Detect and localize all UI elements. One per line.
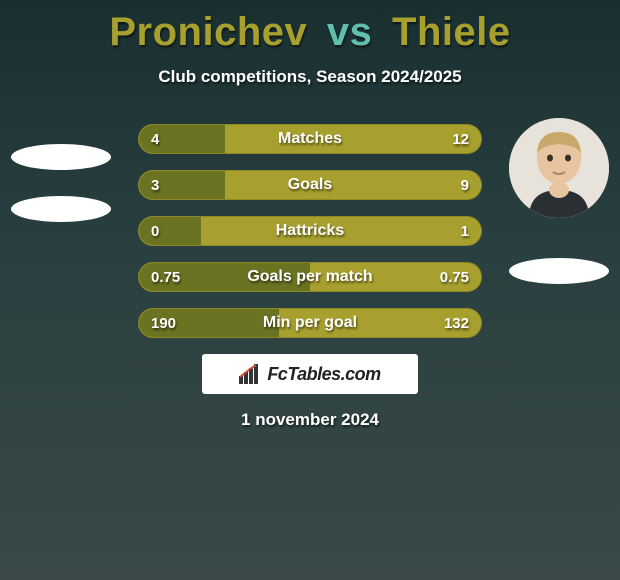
stat-value-right: 0.75 <box>440 263 469 291</box>
player1-flag <box>11 196 111 222</box>
player2-flag <box>509 258 609 284</box>
player1-avatar-placeholder <box>11 144 111 170</box>
stats-bars: 4Matches12 3Goals9 0Hattricks1 0.75Goals pe… <box>138 124 482 354</box>
person-icon <box>509 118 609 218</box>
player2-side <box>504 118 614 284</box>
vs-text: vs <box>327 10 373 54</box>
stat-row: 3Goals9 <box>138 170 482 200</box>
comparison-title: Pronichev vs Thiele <box>0 0 620 55</box>
player2-avatar <box>509 118 609 218</box>
stat-label: Goals <box>139 171 481 199</box>
player1-side <box>6 118 116 222</box>
stat-value-right: 9 <box>461 171 469 199</box>
stat-label: Min per goal <box>139 309 481 337</box>
stat-label: Hattricks <box>139 217 481 245</box>
stat-label: Goals per match <box>139 263 481 291</box>
player2-name: Thiele <box>392 10 511 54</box>
stat-row: 4Matches12 <box>138 124 482 154</box>
player1-name: Pronichev <box>109 10 307 54</box>
stat-value-right: 132 <box>444 309 469 337</box>
date-line: 1 november 2024 <box>0 410 620 430</box>
stat-row: 0Hattricks1 <box>138 216 482 246</box>
stat-row: 0.75Goals per match0.75 <box>138 262 482 292</box>
brand-badge: FcTables.com <box>202 354 418 394</box>
bar-chart-icon <box>239 364 263 384</box>
stat-value-right: 1 <box>461 217 469 245</box>
stat-value-right: 12 <box>452 125 469 153</box>
stat-label: Matches <box>139 125 481 153</box>
subtitle: Club competitions, Season 2024/2025 <box>0 67 620 87</box>
stat-row: 190Min per goal132 <box>138 308 482 338</box>
brand-text: FcTables.com <box>267 364 380 385</box>
